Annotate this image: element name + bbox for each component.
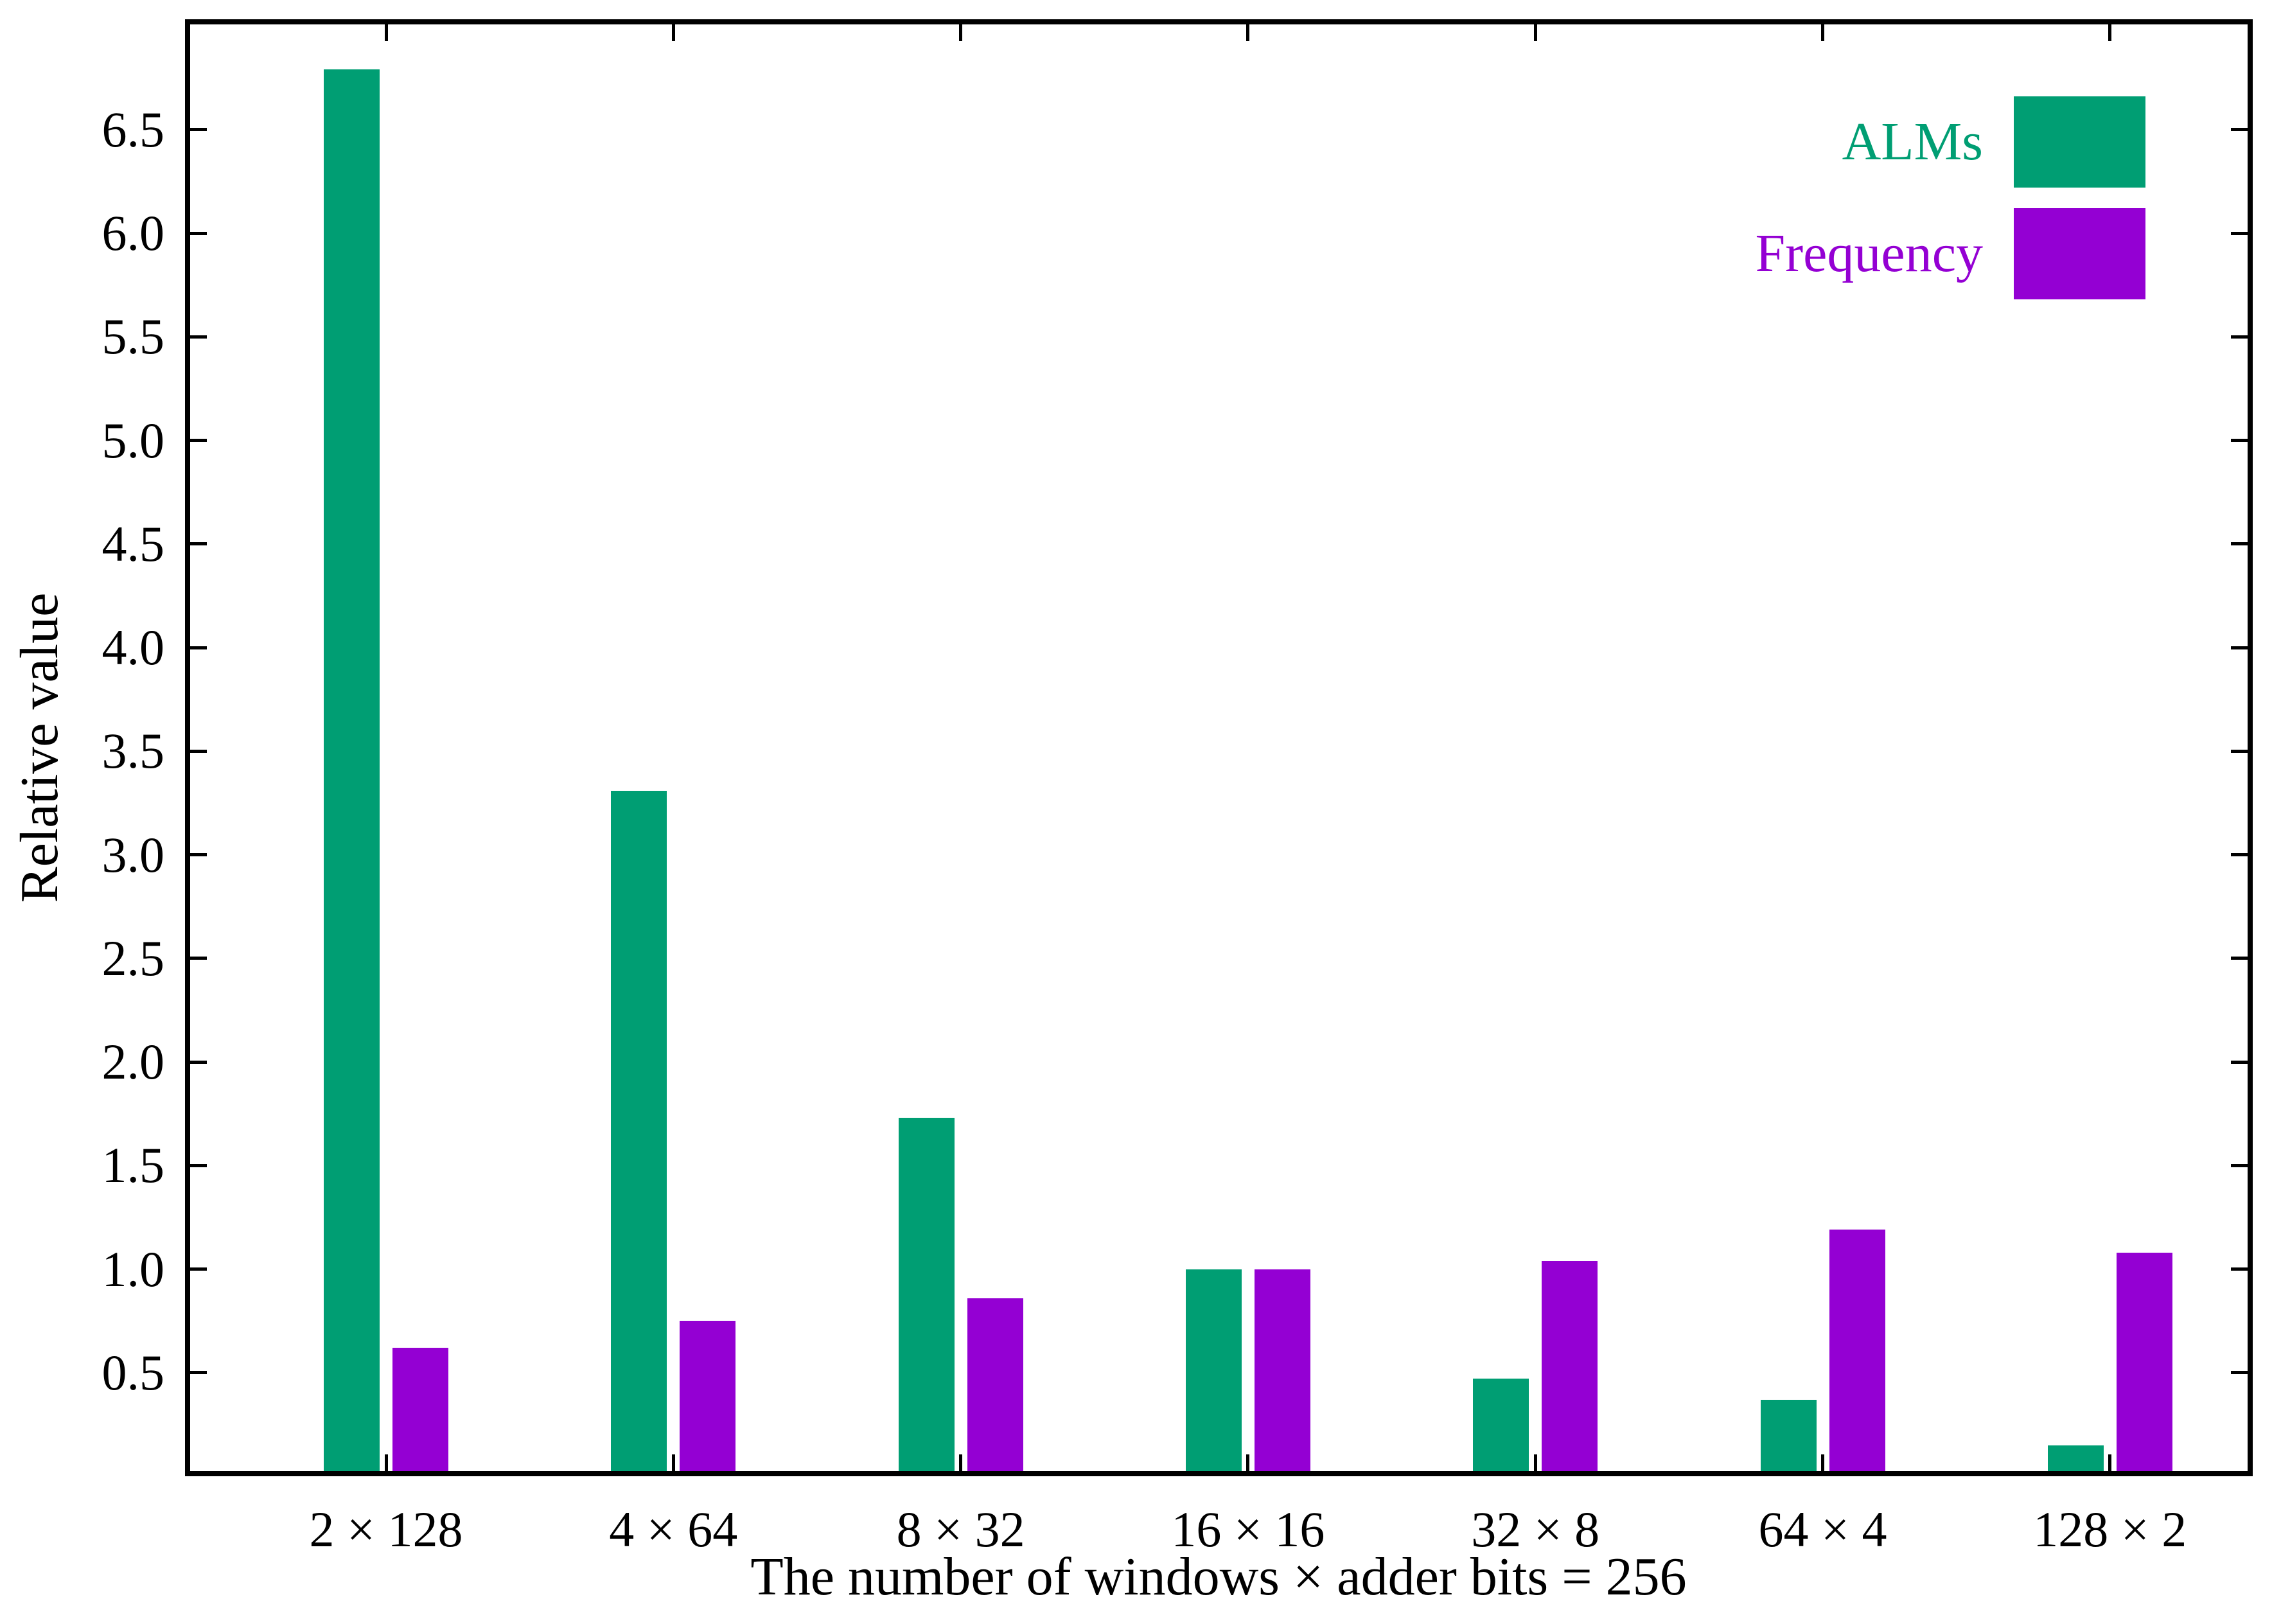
legend-swatch-alms [2014, 96, 2145, 188]
y-axis-tick-label: 5.5 [101, 308, 165, 365]
x-tick-mark-bottom [384, 1454, 388, 1476]
y-tick-mark-right [2231, 1163, 2253, 1167]
x-tick-mark-top [384, 19, 388, 41]
y-tick-mark-right [2231, 542, 2253, 546]
y-tick-mark-right [2231, 957, 2253, 960]
legend-row-frequency: Frequency [1670, 208, 2145, 299]
bar-frequency-16×16 [1254, 1269, 1310, 1476]
y-tick-mark-right [2231, 853, 2253, 856]
y-tick-mark-left [185, 957, 207, 960]
legend-swatch-frequency [2014, 208, 2145, 299]
legend: ALMs Frequency [1670, 96, 2145, 320]
x-category-label: 2 × 128 [309, 1501, 463, 1557]
y-axis-tick-label: 0.5 [101, 1344, 165, 1400]
y-tick-mark-left [185, 749, 207, 753]
y-axis-tick-label: 3.5 [101, 723, 165, 779]
y-tick-mark-left [185, 1371, 207, 1375]
y-tick-mark-right [2231, 231, 2253, 235]
y-axis-tick-label: 1.5 [101, 1137, 165, 1194]
x-tick-mark-bottom [959, 1454, 963, 1476]
y-axis-tick-label: 5.0 [101, 412, 165, 468]
y-axis-tick-label: 2.0 [101, 1034, 165, 1090]
y-tick-mark-left [185, 231, 207, 235]
bar-frequency-64×4 [1829, 1230, 1885, 1476]
bar-frequency-128×2 [2116, 1252, 2172, 1476]
y-tick-mark-right [2231, 439, 2253, 442]
bar-alms-64×4 [1760, 1399, 1817, 1476]
x-tick-mark-top [1533, 19, 1537, 41]
y-tick-mark-right [2231, 749, 2253, 753]
bar-frequency-32×8 [1542, 1260, 1598, 1476]
y-tick-mark-left [185, 1060, 207, 1064]
y-tick-mark-left [185, 853, 207, 856]
x-tick-mark-top [2108, 19, 2112, 41]
x-tick-mark-bottom [1246, 1454, 1250, 1476]
x-category-label: 4 × 64 [609, 1501, 738, 1557]
bar-frequency-2×128 [392, 1348, 448, 1476]
x-tick-mark-bottom [1533, 1454, 1537, 1476]
legend-row-alms: ALMs [1670, 96, 2145, 188]
y-axis-tick-label: 4.5 [101, 515, 165, 572]
bar-alms-2×128 [324, 69, 380, 1476]
x-category-label: 128 × 2 [2033, 1501, 2187, 1557]
bar-alms-128×2 [2047, 1445, 2104, 1476]
y-tick-mark-left [185, 128, 207, 132]
plot-area [185, 19, 2253, 1476]
legend-label-frequency: Frequency [1755, 224, 1983, 283]
x-tick-mark-top [1246, 19, 1250, 41]
bar-alms-4×64 [611, 790, 667, 1476]
x-tick-mark-top [959, 19, 963, 41]
legend-label-alms: ALMs [1842, 112, 1983, 172]
x-axis-title: The number of windows × adder bits = 256 [750, 1547, 1687, 1607]
x-category-label: 16 × 16 [1171, 1501, 1325, 1557]
y-tick-mark-right [2231, 128, 2253, 132]
y-tick-mark-left [185, 1267, 207, 1271]
y-tick-mark-right [2231, 1371, 2253, 1375]
y-axis-tick-label: 6.5 [101, 101, 165, 157]
y-axis-tick-label: 6.0 [101, 205, 165, 261]
y-tick-mark-left [185, 439, 207, 442]
y-tick-mark-right [2231, 1060, 2253, 1064]
y-axis-tick-label: 4.0 [101, 619, 165, 675]
bar-frequency-8×32 [967, 1298, 1023, 1476]
y-tick-mark-left [185, 1163, 207, 1167]
y-tick-mark-right [2231, 1267, 2253, 1271]
x-tick-mark-bottom [671, 1454, 675, 1476]
y-axis-tick-label: 1.0 [101, 1240, 165, 1297]
x-category-label: 64 × 4 [1758, 1501, 1887, 1557]
y-tick-mark-right [2231, 646, 2253, 649]
bar-alms-8×32 [898, 1118, 955, 1476]
x-tick-mark-top [671, 19, 675, 41]
x-tick-mark-bottom [2108, 1454, 2112, 1476]
x-category-label: 32 × 8 [1471, 1501, 1600, 1557]
y-axis-tick-label: 2.5 [101, 930, 165, 986]
bar-alms-16×16 [1185, 1269, 1242, 1476]
x-category-label: 8 × 32 [896, 1501, 1025, 1557]
bar-frequency-4×64 [680, 1321, 736, 1476]
x-tick-mark-bottom [1821, 1454, 1824, 1476]
bar-alms-32×8 [1473, 1379, 1529, 1476]
y-axis-tick-label: 3.0 [101, 826, 165, 883]
x-tick-mark-top [1821, 19, 1824, 41]
y-tick-mark-left [185, 335, 207, 339]
y-tick-mark-right [2231, 335, 2253, 339]
y-tick-mark-left [185, 542, 207, 546]
y-tick-mark-left [185, 646, 207, 649]
